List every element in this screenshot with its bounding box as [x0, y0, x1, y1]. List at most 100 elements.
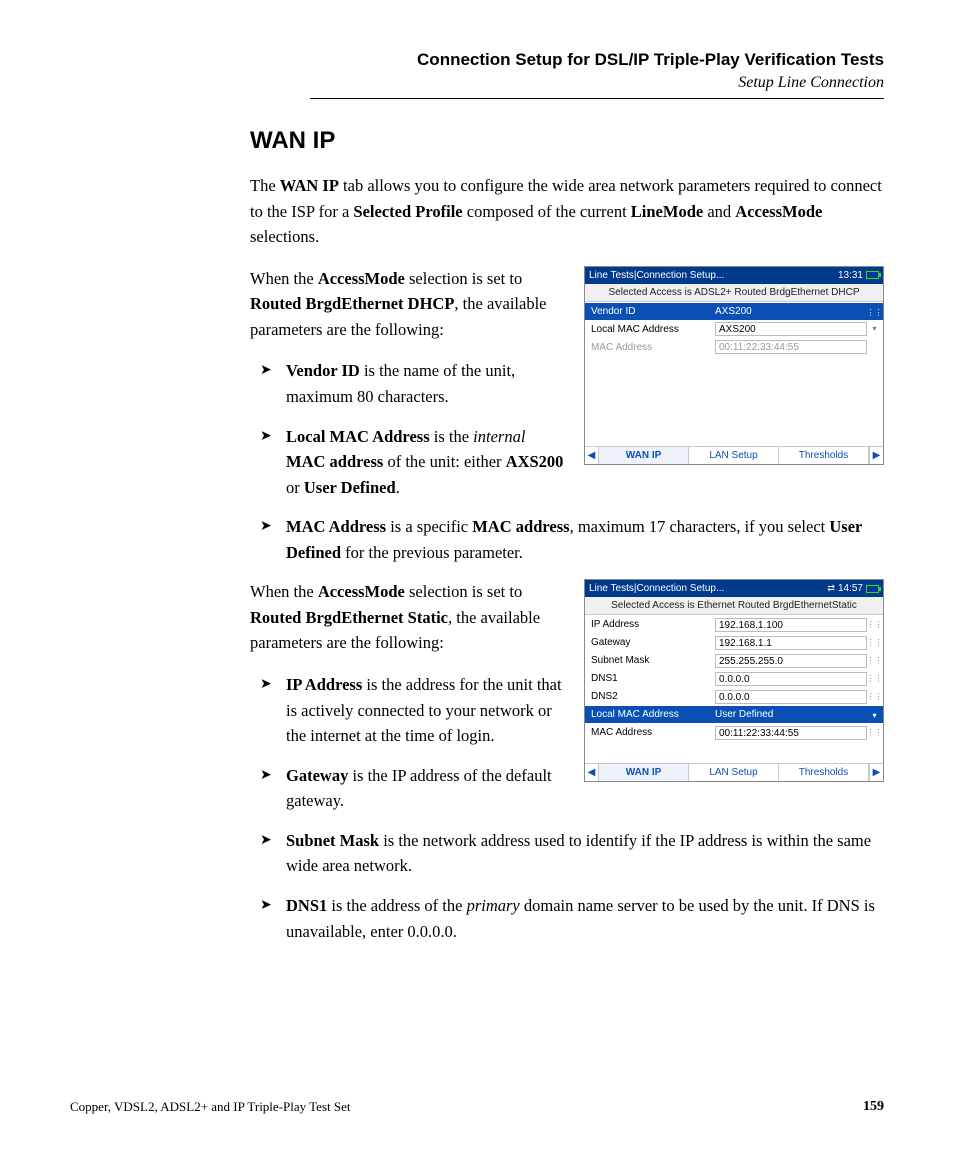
page-footer: Copper, VDSL2, ADSL2+ and IP Triple-Play… [70, 1099, 884, 1115]
field-input[interactable]: 255.255.255.0 [715, 654, 867, 668]
field-value: 00:11:22:33:44:55⋮⋮ [711, 726, 883, 740]
field-input[interactable]: 192.168.1.100 [715, 618, 867, 632]
battery-icon [866, 585, 879, 593]
field-input: 00:11:22:33:44:55 [715, 340, 867, 354]
static-shot-row-5[interactable]: Local MAC AddressUser Defined▾ [585, 705, 883, 723]
static-full-bullet-0: Subnet Mask is the network address used … [260, 828, 884, 879]
field-value: AXS200⋮⋮ [711, 306, 883, 317]
static-shot: Line Tests|Connection Setup... ⇄14:57 Sele… [584, 579, 884, 782]
field-input[interactable]: AXS200 [715, 322, 867, 336]
page-number: 159 [863, 1099, 884, 1115]
tab-arrow-left-icon[interactable]: ◀ [585, 764, 599, 781]
header-subtitle: Setup Line Connection [310, 74, 884, 92]
content-region: WAN IP The WAN IP tab allows you to conf… [250, 127, 884, 944]
field-value: 0.0.0.0⋮⋮ [711, 672, 883, 686]
tab-arrow-right-icon[interactable]: ▶ [869, 764, 883, 781]
intro-paragraph: The WAN IP tab allows you to configure t… [250, 173, 884, 250]
titlebar-right: 13:31 [838, 270, 879, 281]
titlebar-text: Line Tests|Connection Setup... [589, 583, 724, 594]
static-shot-body: IP Address192.168.1.100⋮⋮Gateway192.168.… [585, 615, 883, 763]
field-value: 0.0.0.0⋮⋮ [711, 690, 883, 704]
field-value: AXS200▾ [711, 322, 883, 336]
section-heading: WAN IP [250, 127, 884, 155]
keypad-icon[interactable]: ⋮⋮ [869, 655, 880, 666]
dropdown-icon[interactable]: ▾ [869, 323, 880, 334]
field-label: IP Address [585, 619, 711, 630]
tab-thresholds[interactable]: Thresholds [779, 764, 869, 781]
dhcp-shot-titlebar: Line Tests|Connection Setup... 13:31 [585, 267, 883, 284]
dhcp-shot-row-0[interactable]: Vendor IDAXS200⋮⋮ [585, 302, 883, 320]
field-value: 192.168.1.100⋮⋮ [711, 618, 883, 632]
static-shot-titlebar: Line Tests|Connection Setup... ⇄14:57 [585, 580, 883, 597]
dhcp-bullets: Vendor ID is the name of the unit, maxim… [250, 358, 564, 500]
static-shot-row-4[interactable]: DNS20.0.0.0⋮⋮ [585, 687, 883, 705]
titlebar-right: ⇄14:57 [827, 583, 879, 594]
dhcp-block: Line Tests|Connection Setup... 13:31 Selec… [250, 266, 884, 515]
network-icon: ⇄ [827, 583, 835, 594]
field-label: DNS2 [585, 691, 711, 702]
keypad-icon[interactable]: ⋮⋮ [869, 673, 880, 684]
tab-lan-setup[interactable]: LAN Setup [689, 447, 779, 464]
tab-arrow-left-icon[interactable]: ◀ [585, 447, 599, 464]
dhcp-shot-row-1[interactable]: Local MAC AddressAXS200▾ [585, 320, 883, 338]
keypad-icon[interactable]: ⋮⋮ [869, 727, 880, 738]
static-shot-row-0[interactable]: IP Address192.168.1.100⋮⋮ [585, 615, 883, 633]
dropdown-icon[interactable]: ▾ [869, 710, 880, 721]
dhcp-shot-tabs: ◀WAN IPLAN SetupThresholds▶ [585, 446, 883, 464]
field-label: MAC Address [585, 342, 711, 353]
field-label: Subnet Mask [585, 655, 711, 666]
field-label: Local MAC Address [585, 709, 711, 720]
dhcp-shot-row-2: MAC Address 00:11:22:33:44:55 [585, 338, 883, 356]
static-shot-tabs: ◀WAN IPLAN SetupThresholds▶ [585, 763, 883, 781]
dhcp-bullet-1: Local MAC Address is the internal MAC ad… [260, 424, 564, 501]
spacer [585, 741, 883, 763]
field-value: 255.255.255.0⋮⋮ [711, 654, 883, 668]
keypad-icon[interactable]: ⋮⋮ [869, 619, 880, 630]
keypad-icon[interactable]: ⋮⋮ [869, 637, 880, 648]
tab-thresholds[interactable]: Thresholds [779, 447, 869, 464]
static-shot-subbar: Selected Access is Ethernet Routed BrgdE… [585, 597, 883, 615]
clock-text: 13:31 [838, 270, 863, 281]
header-divider [310, 98, 884, 99]
page-header: Connection Setup for DSL/IP Triple-Play … [310, 50, 884, 92]
field-input[interactable]: 0.0.0.0 [715, 672, 867, 686]
spacer [585, 356, 883, 446]
field-input[interactable]: 00:11:22:33:44:55 [715, 726, 867, 740]
dhcp-shot-subbar: Selected Access is ADSL2+ Routed BrdgEth… [585, 284, 883, 302]
mac-bullet-row: MAC Address is a specific MAC address, m… [250, 514, 884, 565]
static-bullet-1: Gateway is the IP address of the default… [260, 763, 564, 814]
keypad-icon[interactable]: ⋮⋮ [869, 691, 880, 702]
tab-wan-ip[interactable]: WAN IP [599, 764, 689, 781]
dhcp-intro: When the AccessMode selection is set to … [250, 266, 564, 343]
field-value: 192.168.1.1⋮⋮ [711, 636, 883, 650]
tab-lan-setup[interactable]: LAN Setup [689, 764, 779, 781]
static-intro: When the AccessMode selection is set to … [250, 579, 564, 656]
tab-arrow-right-icon[interactable]: ▶ [869, 447, 883, 464]
tab-wan-ip[interactable]: WAN IP [599, 447, 689, 464]
field-value: User Defined▾ [711, 709, 883, 720]
dhcp-bullet-0: Vendor ID is the name of the unit, maxim… [260, 358, 564, 409]
field-input[interactable]: 0.0.0.0 [715, 690, 867, 704]
static-bullets: IP Address is the address for the unit t… [250, 672, 564, 814]
field-label: MAC Address [585, 727, 711, 738]
titlebar-text: Line Tests|Connection Setup... [589, 270, 724, 281]
field-label: DNS1 [585, 673, 711, 684]
field-label: Gateway [585, 637, 711, 648]
field-value: 00:11:22:33:44:55 [711, 340, 883, 354]
field-label: Vendor ID [585, 306, 711, 317]
dhcp-shot: Line Tests|Connection Setup... 13:31 Selec… [584, 266, 884, 465]
footer-text: Copper, VDSL2, ADSL2+ and IP Triple-Play… [70, 1099, 350, 1115]
static-bullet-0: IP Address is the address for the unit t… [260, 672, 564, 749]
battery-icon [866, 271, 879, 279]
static-shot-row-2[interactable]: Subnet Mask255.255.255.0⋮⋮ [585, 651, 883, 669]
clock-text: 14:57 [838, 583, 863, 594]
static-shot-row-1[interactable]: Gateway192.168.1.1⋮⋮ [585, 633, 883, 651]
dhcp-shot-body: Vendor IDAXS200⋮⋮Local MAC AddressAXS200… [585, 302, 883, 446]
bullet-mac: MAC Address is a specific MAC address, m… [260, 514, 884, 565]
static-shot-row-6[interactable]: MAC Address00:11:22:33:44:55⋮⋮ [585, 723, 883, 741]
static-block: Line Tests|Connection Setup... ⇄14:57 Sele… [250, 579, 884, 828]
keypad-icon[interactable]: ⋮⋮ [869, 307, 880, 318]
static-shot-row-3[interactable]: DNS10.0.0.0⋮⋮ [585, 669, 883, 687]
static-bullets-full: Subnet Mask is the network address used … [250, 828, 884, 944]
field-input[interactable]: 192.168.1.1 [715, 636, 867, 650]
